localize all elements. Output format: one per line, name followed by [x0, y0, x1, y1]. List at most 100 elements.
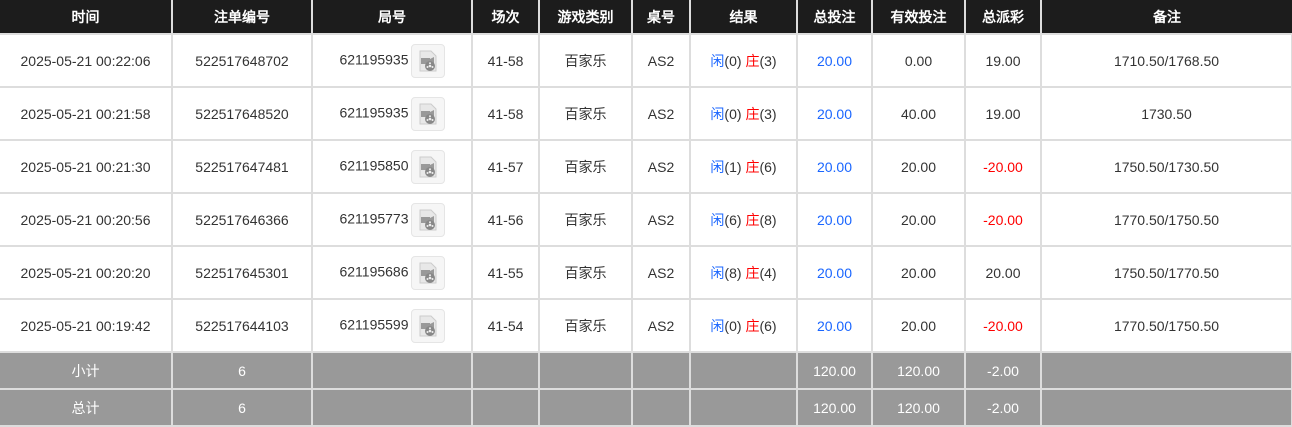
footer-count: 6	[171, 388, 313, 427]
result-cell: 闲(0) 庄(3)	[689, 86, 798, 141]
bet-id-cell: 522517647481	[171, 139, 313, 194]
result-cell: 闲(0) 庄(3)	[689, 33, 798, 88]
note-cell: 1770.50/1750.50	[1040, 298, 1292, 353]
footer-label: 小计	[0, 351, 173, 390]
table-no-cell: AS2	[631, 298, 691, 353]
payout-cell: -20.00	[964, 298, 1042, 353]
total-row: 总计 6 120.00 120.00 -2.00	[0, 388, 1292, 427]
game-type-cell: 百家乐	[538, 245, 633, 300]
column-header-table-no: 桌号	[631, 0, 690, 34]
time-cell: 2025-05-21 00:21:58	[0, 86, 173, 141]
player-label: 闲	[710, 158, 725, 175]
shoe-cell: 41-54	[471, 298, 540, 353]
shoe-cell: 41-58	[471, 86, 540, 141]
column-header-payout: 总派彩	[964, 0, 1041, 34]
footer-payout: -2.00	[964, 388, 1042, 427]
round-number: 621195599	[339, 316, 409, 333]
table-row: 2025-05-21 00:21:30 522517647481 6211958…	[0, 139, 1292, 194]
round-cell: 621195935	[311, 33, 473, 88]
video-replay-icon[interactable]	[410, 149, 445, 184]
total-bet-cell: 20.00	[796, 33, 873, 88]
banker-score: (3)	[759, 105, 777, 122]
total-bet-cell: 20.00	[796, 298, 873, 353]
player-score: (0)	[724, 52, 742, 69]
banker-label: 庄	[745, 317, 760, 334]
note-cell: 1730.50	[1040, 86, 1292, 141]
payout-cell: 19.00	[964, 33, 1042, 88]
banker-score: (6)	[759, 158, 777, 175]
video-replay-icon[interactable]	[410, 255, 445, 290]
round-number: 621195935	[339, 51, 409, 68]
footer-count: 6	[171, 351, 313, 390]
shoe-cell: 41-56	[471, 192, 540, 247]
round-number: 621195850	[339, 157, 409, 174]
round-number: 621195686	[339, 263, 409, 280]
column-header-valid-bet: 有效投注	[871, 0, 965, 34]
video-replay-icon[interactable]	[410, 202, 445, 237]
banker-score: (3)	[759, 52, 777, 69]
banker-score: (8)	[759, 211, 777, 228]
note-cell: 1750.50/1730.50	[1040, 139, 1292, 194]
payout-cell: -20.00	[964, 139, 1042, 194]
game-type-cell: 百家乐	[538, 192, 633, 247]
banker-label: 庄	[745, 158, 760, 175]
round-cell: 621195850	[311, 139, 473, 194]
table-row: 2025-05-21 00:20:20 522517645301 6211956…	[0, 245, 1292, 300]
footer-valid-bet: 120.00	[871, 351, 966, 390]
column-header-time: 时间	[0, 0, 172, 34]
player-label: 闲	[710, 264, 725, 281]
table-no-cell: AS2	[631, 139, 691, 194]
player-label: 闲	[710, 317, 725, 334]
banker-label: 庄	[745, 52, 760, 69]
bet-id-cell: 522517645301	[171, 245, 313, 300]
valid-bet-cell: 20.00	[871, 192, 966, 247]
total-bet-cell: 20.00	[796, 192, 873, 247]
player-score: (0)	[724, 317, 742, 334]
column-header-result: 结果	[689, 0, 797, 34]
time-cell: 2025-05-21 00:19:42	[0, 298, 173, 353]
player-score: (8)	[724, 264, 742, 281]
note-cell: 1710.50/1768.50	[1040, 33, 1292, 88]
game-type-cell: 百家乐	[538, 33, 633, 88]
round-cell: 621195599	[311, 298, 473, 353]
total-bet-cell: 20.00	[796, 86, 873, 141]
note-cell: 1770.50/1750.50	[1040, 192, 1292, 247]
payout-cell: -20.00	[964, 192, 1042, 247]
player-label: 闲	[710, 105, 725, 122]
table-no-cell: AS2	[631, 245, 691, 300]
result-cell: 闲(1) 庄(6)	[689, 139, 798, 194]
valid-bet-cell: 20.00	[871, 245, 966, 300]
video-replay-icon[interactable]	[410, 43, 445, 78]
banker-score: (6)	[759, 317, 777, 334]
column-header-bet-id: 注单编号	[171, 0, 312, 34]
time-cell: 2025-05-21 00:20:20	[0, 245, 173, 300]
subtotal-row: 小计 6 120.00 120.00 -2.00	[0, 351, 1292, 390]
player-label: 闲	[710, 52, 725, 69]
game-type-cell: 百家乐	[538, 86, 633, 141]
shoe-cell: 41-57	[471, 139, 540, 194]
column-header-game-type: 游戏类别	[538, 0, 632, 34]
bet-id-cell: 522517648702	[171, 33, 313, 88]
footer-payout: -2.00	[964, 351, 1042, 390]
valid-bet-cell: 0.00	[871, 33, 966, 88]
payout-cell: 19.00	[964, 86, 1042, 141]
table-header: 时间 注单编号 局号 场次 游戏类别 桌号 结果 总投注 有效投注 总派彩 备注	[0, 0, 1292, 34]
column-header-shoe: 场次	[471, 0, 539, 34]
time-cell: 2025-05-21 00:20:56	[0, 192, 173, 247]
banker-label: 庄	[745, 105, 760, 122]
valid-bet-cell: 40.00	[871, 86, 966, 141]
payout-cell: 20.00	[964, 245, 1042, 300]
video-replay-icon[interactable]	[410, 308, 445, 343]
bet-id-cell: 522517648520	[171, 86, 313, 141]
bet-id-cell: 522517646366	[171, 192, 313, 247]
player-score: (0)	[724, 105, 742, 122]
table-no-cell: AS2	[631, 33, 691, 88]
shoe-cell: 41-55	[471, 245, 540, 300]
time-cell: 2025-05-21 00:21:30	[0, 139, 173, 194]
footer-total-bet: 120.00	[796, 388, 873, 427]
video-replay-icon[interactable]	[410, 96, 445, 131]
bet-id-cell: 522517644103	[171, 298, 313, 353]
player-score: (6)	[724, 211, 742, 228]
table-row: 2025-05-21 00:21:58 522517648520 6211959…	[0, 86, 1292, 141]
time-cell: 2025-05-21 00:22:06	[0, 33, 173, 88]
